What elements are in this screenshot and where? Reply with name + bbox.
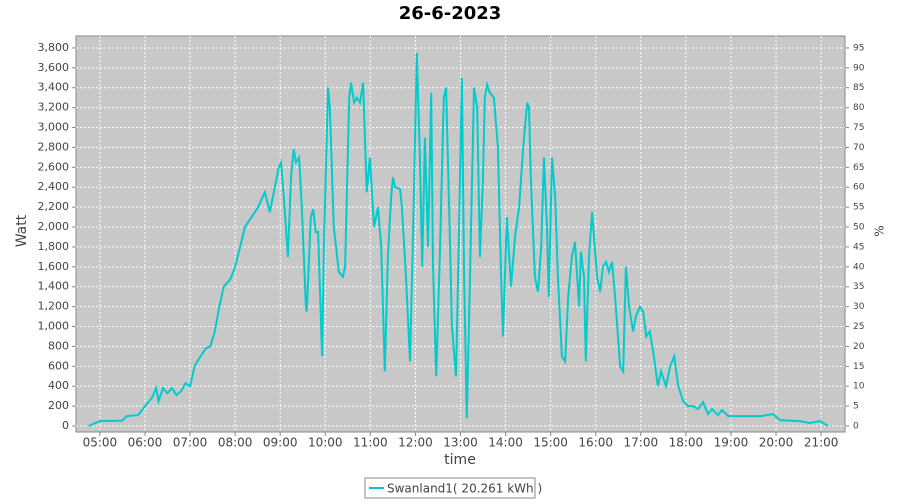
x-tick-label: 12:00 bbox=[398, 436, 433, 450]
x-tick-label: 15:00 bbox=[533, 436, 568, 450]
y2-tick-label: 80 bbox=[853, 103, 865, 113]
y-tick-label: 2,800 bbox=[38, 140, 70, 153]
y-tick-label: 3,800 bbox=[38, 41, 70, 54]
y2-tick-label: 20 bbox=[853, 342, 865, 352]
x-tick-label: 20:00 bbox=[759, 436, 794, 450]
y2-tick-label: 55 bbox=[853, 203, 864, 213]
x-tick-label: 07:00 bbox=[173, 436, 208, 450]
y2-axis-label: % bbox=[873, 225, 887, 236]
legend-box bbox=[364, 477, 536, 499]
y-tick-label: 600 bbox=[48, 359, 69, 372]
y-tick-label: 1,200 bbox=[38, 300, 70, 313]
x-tick-label: 16:00 bbox=[578, 436, 613, 450]
y2-tick-label: 5 bbox=[853, 402, 859, 412]
x-tick-label: 09:00 bbox=[263, 436, 298, 450]
y2-tick-label: 25 bbox=[853, 322, 864, 332]
x-tick-label: 18:00 bbox=[669, 436, 704, 450]
x-tick-label: 06:00 bbox=[128, 436, 163, 450]
x-axis-label: time bbox=[444, 452, 476, 468]
x-tick-label: 08:00 bbox=[218, 436, 253, 450]
y-tick-label: 800 bbox=[48, 339, 69, 352]
y-tick-label: 1,800 bbox=[38, 240, 70, 253]
x-tick-label: 05:00 bbox=[83, 436, 118, 450]
y-tick-label: 2,000 bbox=[38, 220, 70, 233]
y2-tick-label: 70 bbox=[853, 143, 865, 153]
y2-tick-label: 30 bbox=[853, 302, 865, 312]
y2-tick-label: 95 bbox=[853, 43, 864, 53]
chart-title: 26-6-2023 bbox=[399, 3, 502, 24]
y-tick-label: 3,400 bbox=[38, 81, 70, 94]
x-tick-label: 21:00 bbox=[804, 436, 839, 450]
y2-tick-label: 60 bbox=[853, 183, 865, 193]
y2-tick-label: 75 bbox=[853, 123, 864, 133]
y-tick-label: 2,200 bbox=[38, 200, 70, 213]
x-tick-label: 11:00 bbox=[353, 436, 388, 450]
y2-tick-label: 0 bbox=[853, 422, 859, 432]
y2-tick-label: 45 bbox=[853, 242, 864, 252]
y-tick-label: 3,600 bbox=[38, 61, 70, 74]
y2-tick-label: 35 bbox=[853, 282, 864, 292]
y2-tick-label: 10 bbox=[853, 382, 865, 392]
y-tick-label: 3,000 bbox=[38, 121, 70, 134]
y-tick-label: 200 bbox=[48, 399, 69, 412]
y2-tick-label: 40 bbox=[853, 262, 865, 272]
y2-tick-label: 65 bbox=[853, 163, 864, 173]
x-tick-label: 13:00 bbox=[443, 436, 478, 450]
y2-tick-label: 85 bbox=[853, 83, 864, 93]
y2-tick-label: 90 bbox=[853, 63, 865, 73]
x-tick-label: 10:00 bbox=[308, 436, 343, 450]
y2-tick-label: 50 bbox=[853, 223, 865, 233]
y-tick-label: 1,400 bbox=[38, 280, 70, 293]
y-tick-label: 2,400 bbox=[38, 180, 70, 193]
y-tick-label: 2,600 bbox=[38, 160, 70, 173]
legend-label: Swanland1( 20.261 kWh ) bbox=[387, 482, 542, 496]
x-tick-label: 19:00 bbox=[714, 436, 749, 450]
series-line bbox=[88, 52, 829, 427]
y-tick-label: 3,200 bbox=[38, 101, 70, 114]
x-tick-label: 17:00 bbox=[624, 436, 659, 450]
y2-tick-label: 15 bbox=[853, 362, 864, 372]
y-axis-label: Watt bbox=[14, 214, 30, 247]
y-tick-label: 0 bbox=[62, 419, 69, 432]
y-tick-label: 400 bbox=[48, 379, 69, 392]
y-tick-label: 1,000 bbox=[38, 320, 70, 333]
y-tick-label: 1,600 bbox=[38, 260, 70, 273]
x-tick-label: 14:00 bbox=[488, 436, 523, 450]
